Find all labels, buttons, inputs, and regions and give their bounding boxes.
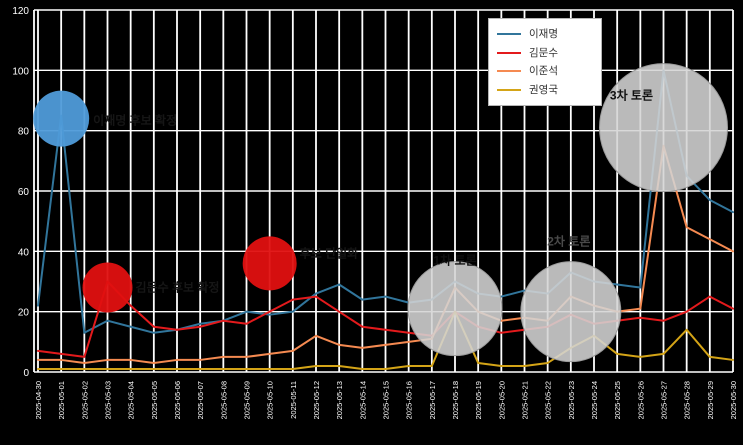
series-line-3 (37, 310, 734, 370)
legend-label-kim: 김문수 (529, 46, 558, 59)
y-tick-label: 0 (23, 368, 29, 379)
legend-swatch-kim (497, 51, 521, 54)
x-tick-label: 2025-05-02 (80, 381, 89, 419)
candidate-confirmed-lee-circle (33, 90, 90, 147)
annotation-debate-3: 3차 토론 (599, 63, 728, 193)
x-tick-label: 2025-05-15 (382, 381, 391, 419)
debate-1-label: 1차 토론 (433, 253, 476, 268)
x-tick-label: 2025-05-24 (590, 381, 599, 419)
candidate-confirmed-kim-circle (82, 262, 133, 313)
x-tick-label: 2025-05-12 (312, 381, 321, 419)
x-tick-label: 2025-05-19 (474, 381, 483, 419)
y-tick-label: 80 (18, 127, 30, 138)
x-tick-label: 2025-04-30 (34, 381, 43, 419)
x-tick-label: 2025-05-26 (636, 381, 645, 419)
x-tick-label: 2025-05-11 (289, 381, 298, 419)
x-tick-label: 2025-05-04 (127, 381, 136, 419)
legend-label-lee: 이재명 (529, 28, 558, 40)
x-tick-label: 2025-05-03 (104, 381, 113, 419)
x-tick-label: 2025-05-08 (219, 381, 228, 419)
x-tick-label: 2025-05-28 (683, 381, 692, 419)
x-tick-label: 2025-05-18 (451, 381, 460, 419)
x-tick-label: 2025-05-23 (567, 381, 576, 419)
x-tick-label: 2025-05-30 (729, 381, 738, 419)
y-tick-label: 100 (12, 66, 29, 77)
x-tick-label: 2025-05-14 (358, 381, 367, 419)
annotation-debate-2: 2차 토론 (520, 234, 622, 363)
annotation-debate-1: 1차 토론 (407, 253, 503, 357)
legend-item-kwon: 권영국 (497, 83, 593, 96)
debate-1-circle (407, 261, 503, 357)
legend: 이재명 김문수 이준석 권영국 (488, 18, 602, 106)
legend-swatch-kwon (497, 88, 521, 91)
x-tick-label: 2025-05-22 (544, 381, 553, 419)
annotation-candidate-unification: 후보 단일화 (242, 236, 359, 291)
x-tick-label: 2025-05-27 (660, 381, 669, 419)
legend-swatch-junseok (497, 70, 521, 73)
x-tick-label: 2025-05-16 (405, 381, 414, 419)
debate-2-label: 2차 토론 (547, 234, 590, 249)
x-tick-label: 2025-05-17 (428, 381, 437, 419)
debate-2-circle (520, 261, 622, 363)
x-tick-label: 2025-05-20 (497, 381, 506, 419)
y-tick-label: 20 (18, 308, 30, 319)
series-line-0 (37, 69, 734, 334)
debate-3-circle (599, 63, 728, 193)
x-tick-label: 2025-05-21 (521, 381, 530, 419)
gridlines (33, 9, 734, 373)
x-tick-label: 2025-05-05 (150, 381, 159, 419)
debate-3-label: 3차 토론 (610, 88, 653, 103)
legend-swatch-lee (497, 33, 521, 36)
x-tick-label: 2025-05-01 (57, 381, 66, 419)
y-tick-label: 60 (18, 187, 30, 198)
x-tick-label: 2025-05-09 (243, 381, 252, 419)
candidate-confirmed-kim-label: 김문수 후보 확정 (136, 280, 220, 295)
y-tick-label: 120 (12, 6, 29, 17)
legend-item-kim: 김문수 (497, 46, 593, 59)
legend-item-lee: 이재명 (497, 29, 593, 40)
candidate-unification-circle (242, 236, 297, 291)
x-tick-label: 2025-05-25 (613, 381, 622, 419)
legend-label-junseok: 이준석 (529, 65, 558, 77)
candidate-unification-label: 후보 단일화 (300, 245, 359, 260)
x-tick-label: 2025-05-06 (173, 381, 182, 419)
legend-label-kwon: 권영국 (529, 83, 558, 96)
x-tick-label: 2025-05-10 (266, 381, 275, 419)
legend-item-junseok: 이준석 (497, 66, 593, 77)
y-tick-label: 40 (18, 247, 30, 258)
annotation-candidate-confirmed-kim: 김문수 후보 확정 (82, 262, 220, 313)
annotation-candidate-confirmed-lee: 이재명 후보 확정 (33, 90, 177, 147)
candidate-confirmed-lee-label: 이재명 후보 확정 (93, 113, 177, 128)
x-tick-label: 2025-05-13 (335, 381, 344, 419)
x-tick-label: 2025-05-29 (706, 381, 715, 419)
x-tick-label: 2025-05-07 (196, 381, 205, 419)
